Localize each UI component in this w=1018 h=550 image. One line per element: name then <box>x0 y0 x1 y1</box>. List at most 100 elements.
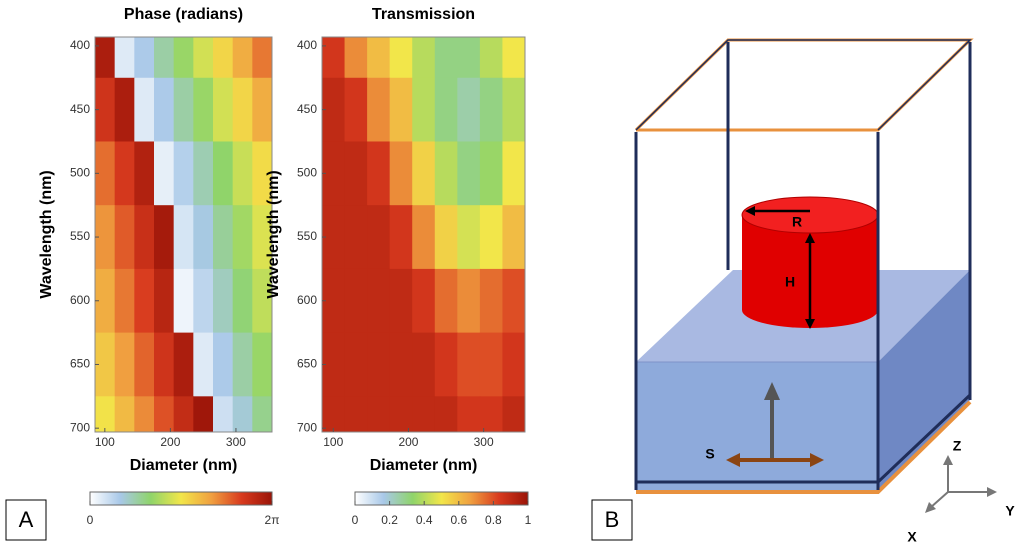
heatmap-cell <box>95 205 116 270</box>
heatmap-cell <box>479 332 503 397</box>
heatmap-cell <box>252 332 272 397</box>
heatmap-cell <box>344 141 368 206</box>
colorbar <box>354 491 529 506</box>
heatmap-cell <box>154 205 175 270</box>
heatmap-cell <box>412 396 436 432</box>
source-label: S <box>705 446 714 462</box>
heatmap-cell <box>193 37 214 79</box>
heatmap-cell <box>252 268 272 334</box>
arrow-head <box>943 455 953 465</box>
heatmap-cell <box>344 77 368 142</box>
heatmap-cell <box>95 268 116 334</box>
heatmap-cell <box>434 332 458 397</box>
arrow-head <box>810 453 824 467</box>
heatmap-cell <box>367 205 391 270</box>
heatmap-cell <box>412 77 436 142</box>
arrow-head <box>805 233 815 243</box>
heatmap-cell <box>173 205 194 270</box>
heatmap-cell <box>389 396 413 432</box>
heatmap-cell <box>457 268 481 334</box>
y-tick-label: 650 <box>297 357 317 371</box>
panel-box <box>591 499 633 541</box>
heatmap-cell <box>479 37 503 79</box>
heatmap-cells <box>322 37 525 432</box>
colorbar-tick-label: 0 <box>352 513 359 527</box>
heatmap-cell <box>213 37 234 79</box>
heatmap-cell <box>502 141 525 206</box>
radius-label: R <box>792 214 802 230</box>
heatmap-cell <box>232 396 253 432</box>
heatmap-cell <box>95 77 116 142</box>
heatmap-cell <box>154 268 175 334</box>
substrate-front <box>636 362 878 490</box>
heatmap-cell <box>367 141 391 206</box>
heatmap-cell <box>322 77 346 142</box>
heatmap-cell <box>434 268 458 334</box>
colorbar-tick-label: 1 <box>525 513 532 527</box>
heatmap-cell <box>154 332 175 397</box>
heatmap-cell <box>412 268 436 334</box>
heatmap-cell <box>232 77 253 142</box>
heatmap-cell <box>412 141 436 206</box>
heatmap-cell <box>173 268 194 334</box>
heatmap-cell <box>434 37 458 79</box>
plot-frame <box>321 36 526 433</box>
axis-label: Z <box>953 438 962 454</box>
heatmap-cell <box>134 396 155 432</box>
heatmap-cell <box>322 205 346 270</box>
heatmap-cell <box>134 37 155 79</box>
y-axis-label: Wavelength (nm) <box>265 170 282 298</box>
heatmap-cell <box>502 77 525 142</box>
plot-frame <box>94 36 273 433</box>
heatmap-cell <box>457 37 481 79</box>
heatmap-cell <box>389 332 413 397</box>
arrow-head <box>745 206 755 216</box>
y-tick-label: 650 <box>70 357 90 371</box>
box-frame <box>634 38 974 490</box>
heatmap-cell <box>367 37 391 79</box>
heatmap-cell <box>173 37 194 79</box>
heatmap-cell <box>134 77 155 142</box>
heatmap-cell <box>114 205 135 270</box>
heatmap-cell <box>457 332 481 397</box>
arrow-head <box>726 453 740 467</box>
arrow-head <box>764 382 780 400</box>
heatmap-cell <box>95 37 116 79</box>
panel-label: B <box>605 507 620 532</box>
heatmap-cell <box>193 77 214 142</box>
heatmap-cell <box>213 205 234 270</box>
heatmap-cell <box>193 268 214 334</box>
heatmap-cell <box>344 396 368 432</box>
heatmap-cell <box>173 396 194 432</box>
chart-title: Transmission <box>372 6 475 23</box>
unit-cell-diagram: R H S Z Y X <box>634 38 1015 545</box>
x-tick-label: 200 <box>160 435 180 449</box>
heatmap-cell <box>213 77 234 142</box>
heatmap-cells <box>95 37 272 432</box>
cylinder-top <box>741 196 879 234</box>
heatmap-cell <box>502 37 525 79</box>
heatmap-cell <box>232 268 253 334</box>
arrow-head <box>987 487 997 497</box>
coord-axes <box>929 462 990 509</box>
heatmap-cell <box>434 141 458 206</box>
heatmap-cell <box>232 37 253 79</box>
y-tick-label: 550 <box>70 229 90 243</box>
x-axis-label: Diameter (nm) <box>130 457 238 474</box>
colorbar-tick-label: 0.8 <box>485 513 502 527</box>
heatmap-cell <box>389 37 413 79</box>
heatmap-cell <box>479 396 503 432</box>
colorbar-tick-label: 0.6 <box>450 513 467 527</box>
heatmap-cell <box>322 37 346 79</box>
colorbar-tick-label: 0.4 <box>416 513 433 527</box>
y-tick-label: 600 <box>70 293 90 307</box>
arrow-head <box>805 319 815 329</box>
y-tick-label: 450 <box>70 102 90 116</box>
heatmap-cell <box>114 141 135 206</box>
heatmap-cell <box>154 77 175 142</box>
heatmap-cell <box>322 141 346 206</box>
colorbar-tick-label: 0.2 <box>381 513 398 527</box>
heatmap-cell <box>213 332 234 397</box>
heatmap-cell <box>232 205 253 270</box>
x-tick-label: 300 <box>474 435 494 449</box>
